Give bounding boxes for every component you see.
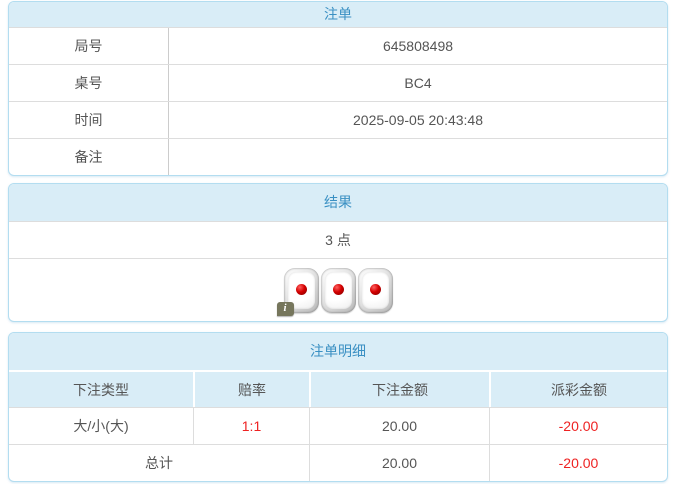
result-points: 3 点: [9, 221, 667, 258]
table-number-value: BC4: [404, 75, 432, 91]
dice-group: i: [276, 267, 393, 316]
bet-amount-cell: 20.00: [309, 408, 489, 444]
dice-row: i: [9, 258, 667, 321]
remark-value: [169, 139, 667, 175]
table-row-round-number: 局号 645808498: [9, 27, 667, 64]
column-payout: 派彩金额: [489, 372, 667, 407]
column-bet-amount: 下注金额: [309, 372, 489, 407]
column-bet-type: 下注类型: [73, 382, 129, 398]
total-label: 总计: [145, 455, 173, 471]
table-row-table-number: 桌号 BC4: [9, 64, 667, 101]
table-number-label: 桌号: [9, 65, 169, 101]
round-number-label: 局号: [9, 28, 169, 64]
bet-details-panel: 注单明细 下注类型 赔率 下注金额 派彩金额 大/小(大) 1:1 20.00 …: [8, 332, 668, 482]
info-icon[interactable]: i: [276, 301, 294, 316]
bet-order-title: 注单: [9, 2, 667, 27]
result-title: 结果: [9, 184, 667, 221]
odds-cell: 1:1: [193, 408, 309, 444]
round-number-value: 645808498: [382, 38, 454, 54]
time-value: 2025-09-05 20:43:48: [353, 112, 483, 128]
bet-order-panel: 注单 局号 645808498 桌号 BC4 时间 2025-09-05 20:…: [8, 1, 668, 176]
bet-type-cell: 大/小(大): [73, 418, 129, 434]
total-bet-amount: 20.00: [309, 445, 489, 481]
details-data-row: 大/小(大) 1:1 20.00 -20.00: [9, 407, 667, 444]
remark-label: 备注: [9, 139, 169, 175]
time-label: 时间: [9, 102, 169, 138]
payout-cell: -20.00: [489, 408, 667, 444]
details-header-row: 下注类型 赔率 下注金额 派彩金额: [9, 370, 667, 407]
details-total-row: 总计 20.00 -20.00: [9, 444, 667, 481]
table-row-time: 时间 2025-09-05 20:43:48: [9, 101, 667, 138]
result-panel: 结果 3 点 i: [8, 183, 668, 322]
total-payout: -20.00: [489, 445, 667, 481]
column-odds: 赔率: [193, 372, 309, 407]
die-1-icon: [320, 267, 356, 313]
die-1-icon: [357, 267, 393, 313]
table-row-remark: 备注: [9, 138, 667, 175]
bet-details-title: 注单明细: [9, 333, 667, 370]
